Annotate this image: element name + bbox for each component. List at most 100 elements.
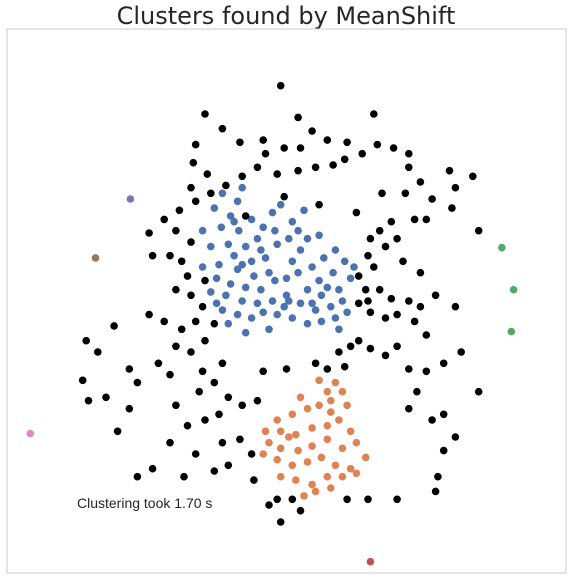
scatter-point-blue bbox=[259, 223, 268, 232]
scatter-point-blue bbox=[280, 302, 289, 311]
scatter-point-blue bbox=[247, 257, 256, 266]
scatter-point-outlier bbox=[189, 158, 198, 167]
scatter-point-orange bbox=[323, 387, 332, 396]
scatter-point-orange bbox=[361, 453, 370, 462]
scatter-point-orange bbox=[294, 446, 302, 455]
scatter-point-outlier bbox=[160, 317, 168, 326]
scatter-point-outlier bbox=[387, 294, 396, 303]
scatter-point-outlier bbox=[439, 359, 448, 368]
scatter-point-blue bbox=[218, 306, 227, 314]
scatter-point-orange bbox=[288, 461, 297, 470]
scatter-point-outlier bbox=[375, 226, 384, 235]
scatter-point-outlier bbox=[148, 251, 157, 260]
scatter-point-outlier bbox=[218, 438, 227, 447]
scatter-point-outlier bbox=[253, 163, 262, 172]
scatter-point-blue bbox=[317, 291, 326, 300]
scatter-point-outlier bbox=[434, 472, 442, 481]
scatter-point-outlier bbox=[224, 393, 233, 402]
scatter-point-outlier bbox=[364, 251, 372, 260]
scatter-point-orange bbox=[303, 458, 312, 466]
scatter-point-blue bbox=[331, 246, 340, 254]
scatter-point-blue bbox=[268, 297, 277, 305]
scatter-point-blue bbox=[303, 285, 312, 294]
scatter-point-blue bbox=[212, 299, 221, 308]
scatter-point-outlier bbox=[273, 170, 282, 178]
scatter-point-outlier bbox=[238, 172, 246, 181]
scatter-point-outlier bbox=[160, 215, 168, 224]
scatter-point-blue bbox=[238, 183, 246, 192]
scatter-point-outlier bbox=[370, 263, 378, 271]
scatter-point-outlier bbox=[366, 308, 375, 317]
scatter-point-outlier bbox=[393, 310, 401, 319]
scatter-point-blue bbox=[233, 197, 242, 206]
scatter-point-outlier bbox=[474, 226, 483, 235]
scatter-point-outlier bbox=[340, 362, 349, 371]
scatter-point-outlier bbox=[187, 238, 195, 246]
scatter-point-blue bbox=[247, 314, 256, 322]
scatter-point-outlier bbox=[405, 163, 413, 172]
scatter-point-outlier bbox=[145, 229, 153, 237]
scatter-point-blue bbox=[230, 251, 238, 260]
chart-title: Clusters found by MeanShift bbox=[116, 2, 456, 30]
scatter-point-blue bbox=[303, 234, 312, 243]
scatter-point-outlier bbox=[370, 110, 378, 118]
scatter-point-outlier bbox=[145, 310, 153, 319]
scatter-point-blue bbox=[346, 274, 355, 283]
scatter-point-outlier bbox=[201, 110, 209, 118]
scatter-point-outlier bbox=[340, 155, 349, 164]
scatter-point-outlier bbox=[354, 272, 363, 280]
scatter-point-outlier bbox=[238, 401, 246, 410]
scatter-point-outlier bbox=[431, 291, 440, 300]
scatter-point-outlier bbox=[389, 144, 398, 152]
scatter-point-outlier bbox=[180, 472, 188, 481]
scatter-point-blue bbox=[338, 297, 347, 305]
scatter-point-outlier bbox=[148, 464, 157, 473]
scatter-point-orange bbox=[315, 401, 323, 410]
scatter-point-outlier bbox=[253, 396, 262, 405]
scatter-point-outlier bbox=[172, 342, 180, 351]
scatter-point-outlier bbox=[405, 365, 413, 373]
scatter-point-orange bbox=[346, 464, 355, 473]
scatter-point-outlier bbox=[294, 166, 302, 175]
scatter-point-blue bbox=[288, 217, 297, 226]
scatter-point-orange bbox=[331, 461, 340, 470]
scatter-point-outlier bbox=[191, 140, 200, 149]
scatter-point-blue bbox=[317, 317, 326, 326]
scatter-point-orange bbox=[338, 387, 347, 396]
scatter-point-blue bbox=[268, 208, 277, 217]
scatter-point-outlier bbox=[399, 257, 407, 266]
scatter-point-outlier bbox=[410, 215, 419, 224]
scatter-point-outlier bbox=[259, 367, 268, 376]
scatter-point-blue bbox=[265, 268, 273, 277]
scatter-point-orange bbox=[327, 484, 335, 492]
scatter-point-outlier bbox=[311, 359, 320, 368]
scatter-point-outlier bbox=[405, 297, 413, 305]
scatter-point-blue bbox=[271, 276, 279, 285]
scatter-point-outlier bbox=[361, 285, 370, 294]
scatter-point-blue bbox=[303, 319, 312, 328]
scatter-point-blue bbox=[247, 215, 256, 224]
scatter-point-pink bbox=[26, 429, 35, 438]
scatter-point-outlier bbox=[410, 317, 419, 326]
scatter-point-outlier bbox=[210, 467, 219, 475]
scatter-point-outlier bbox=[393, 234, 401, 243]
scatter-point-outlier bbox=[236, 138, 244, 147]
scatter-point-outlier bbox=[352, 208, 361, 217]
scatter-point-orange bbox=[352, 469, 361, 478]
scatter-point-outlier bbox=[215, 410, 223, 419]
scatter-point-orange bbox=[346, 427, 355, 436]
scatter-point-orange bbox=[315, 376, 323, 385]
scatter-point-orange bbox=[308, 480, 316, 489]
scatter-point-orange bbox=[323, 472, 332, 481]
scatter-point-outlier bbox=[224, 461, 233, 470]
scatter-point-outlier bbox=[358, 149, 367, 158]
scatter-point-outlier bbox=[276, 81, 285, 90]
scatter-point-outlier bbox=[166, 251, 174, 260]
scatter-point-orange bbox=[327, 408, 335, 416]
scatter-point-outlier bbox=[381, 351, 390, 360]
scatter-point-orange bbox=[265, 438, 273, 447]
scatter-point-outlier bbox=[201, 276, 209, 285]
scatter-point-blue bbox=[250, 272, 258, 280]
scatter-point-blue bbox=[311, 306, 320, 314]
